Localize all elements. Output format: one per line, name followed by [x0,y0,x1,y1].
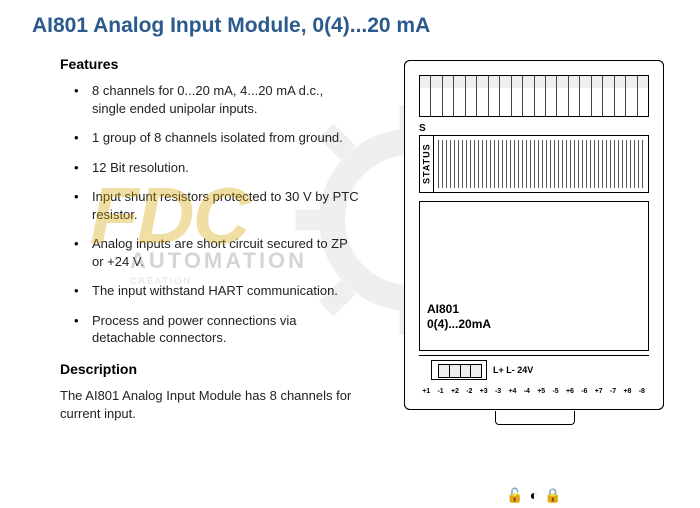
terminal-label: -6 [577,385,591,399]
feature-item: 8 channels for 0...20 mA, 4...20 mA d.c.… [78,82,360,117]
dial-icon: ◐ [530,487,538,503]
corner-notch [404,60,418,74]
terminal-label: -7 [606,385,620,399]
corner-notch [404,396,418,410]
pin [461,365,472,377]
terminal-label: +3 [477,385,491,399]
slot [523,76,534,116]
slot [580,76,591,116]
bottom-strip: L+ L- 24V +1-1+2-2+3-3+4-4+5-5+6-6+7-7+8… [419,355,649,399]
feature-item: 1 group of 8 channels isolated from grou… [78,129,360,147]
connector-pins [438,364,482,378]
slot [626,76,637,116]
slot [592,76,603,116]
terminal-label: +6 [563,385,577,399]
features-list: 8 channels for 0...20 mA, 4...20 mA d.c.… [60,82,360,347]
feature-item: 12 Bit resolution. [78,159,360,177]
terminal-label: +5 [534,385,548,399]
features-heading: Features [60,56,360,72]
feature-item: Process and power connections via detach… [78,312,360,347]
terminal-label: +2 [448,385,462,399]
slot [420,76,431,116]
slot [454,76,465,116]
terminal-label: -3 [491,385,505,399]
corner-notch [650,60,664,74]
module-label: AI801 0(4)...20mA [427,302,491,333]
terminal-label: -4 [520,385,534,399]
left-column: Features 8 channels for 0...20 mA, 4...2… [60,56,360,422]
connector-box [431,360,487,380]
top-slot-row [419,75,649,117]
s-label: S [419,123,426,134]
lock-icon: 🔒 [544,487,561,504]
description-heading: Description [60,361,360,377]
slot [431,76,442,116]
slot [546,76,557,116]
terminal-label: -1 [433,385,447,399]
module-diagram: S STATUS AI801 0(4)...20mA L+ L- 24V +1-… [404,60,664,480]
status-label: STATUS [420,136,434,192]
pin [439,365,450,377]
slot [466,76,477,116]
terminal-row: +1-1+2-2+3-3+4-4+5-5+6-6+7-7+8-8 [419,385,649,399]
bottom-tab [495,411,575,425]
page-title: AI801 Analog Input Module, 0(4)...20 mA [0,0,700,38]
feature-item: The input withstand HART communication. [78,282,360,300]
slot [569,76,580,116]
mid-row: STATUS [419,135,649,193]
terminal-label: +1 [419,385,433,399]
unlock-icon: 🔓 [506,487,523,504]
slot [603,76,614,116]
slot [638,76,648,116]
pin [471,365,481,377]
terminal-label: +4 [505,385,519,399]
slot [615,76,626,116]
slot [500,76,511,116]
module-outline: S STATUS AI801 0(4)...20mA L+ L- 24V +1-… [404,60,664,410]
vent-area [438,140,644,188]
terminal-label: -2 [462,385,476,399]
terminal-label: -5 [548,385,562,399]
module-label-line2: 0(4)...20mA [427,317,491,333]
slot [535,76,546,116]
lock-row: 🔓 ◐ 🔒 [404,482,664,508]
terminal-label: +8 [620,385,634,399]
module-label-line1: AI801 [427,302,491,318]
pin [450,365,461,377]
slot [489,76,500,116]
feature-item: Analog inputs are short circuit secured … [78,235,360,270]
power-label: L+ L- 24V [493,365,533,375]
description-text: The AI801 Analog Input Module has 8 chan… [60,387,360,422]
slot [512,76,523,116]
slot [443,76,454,116]
feature-item: Input shunt resistors protected to 30 V … [78,188,360,223]
terminal-label: +7 [592,385,606,399]
slot [477,76,488,116]
terminal-label: -8 [635,385,649,399]
slot [557,76,568,116]
corner-notch [650,396,664,410]
